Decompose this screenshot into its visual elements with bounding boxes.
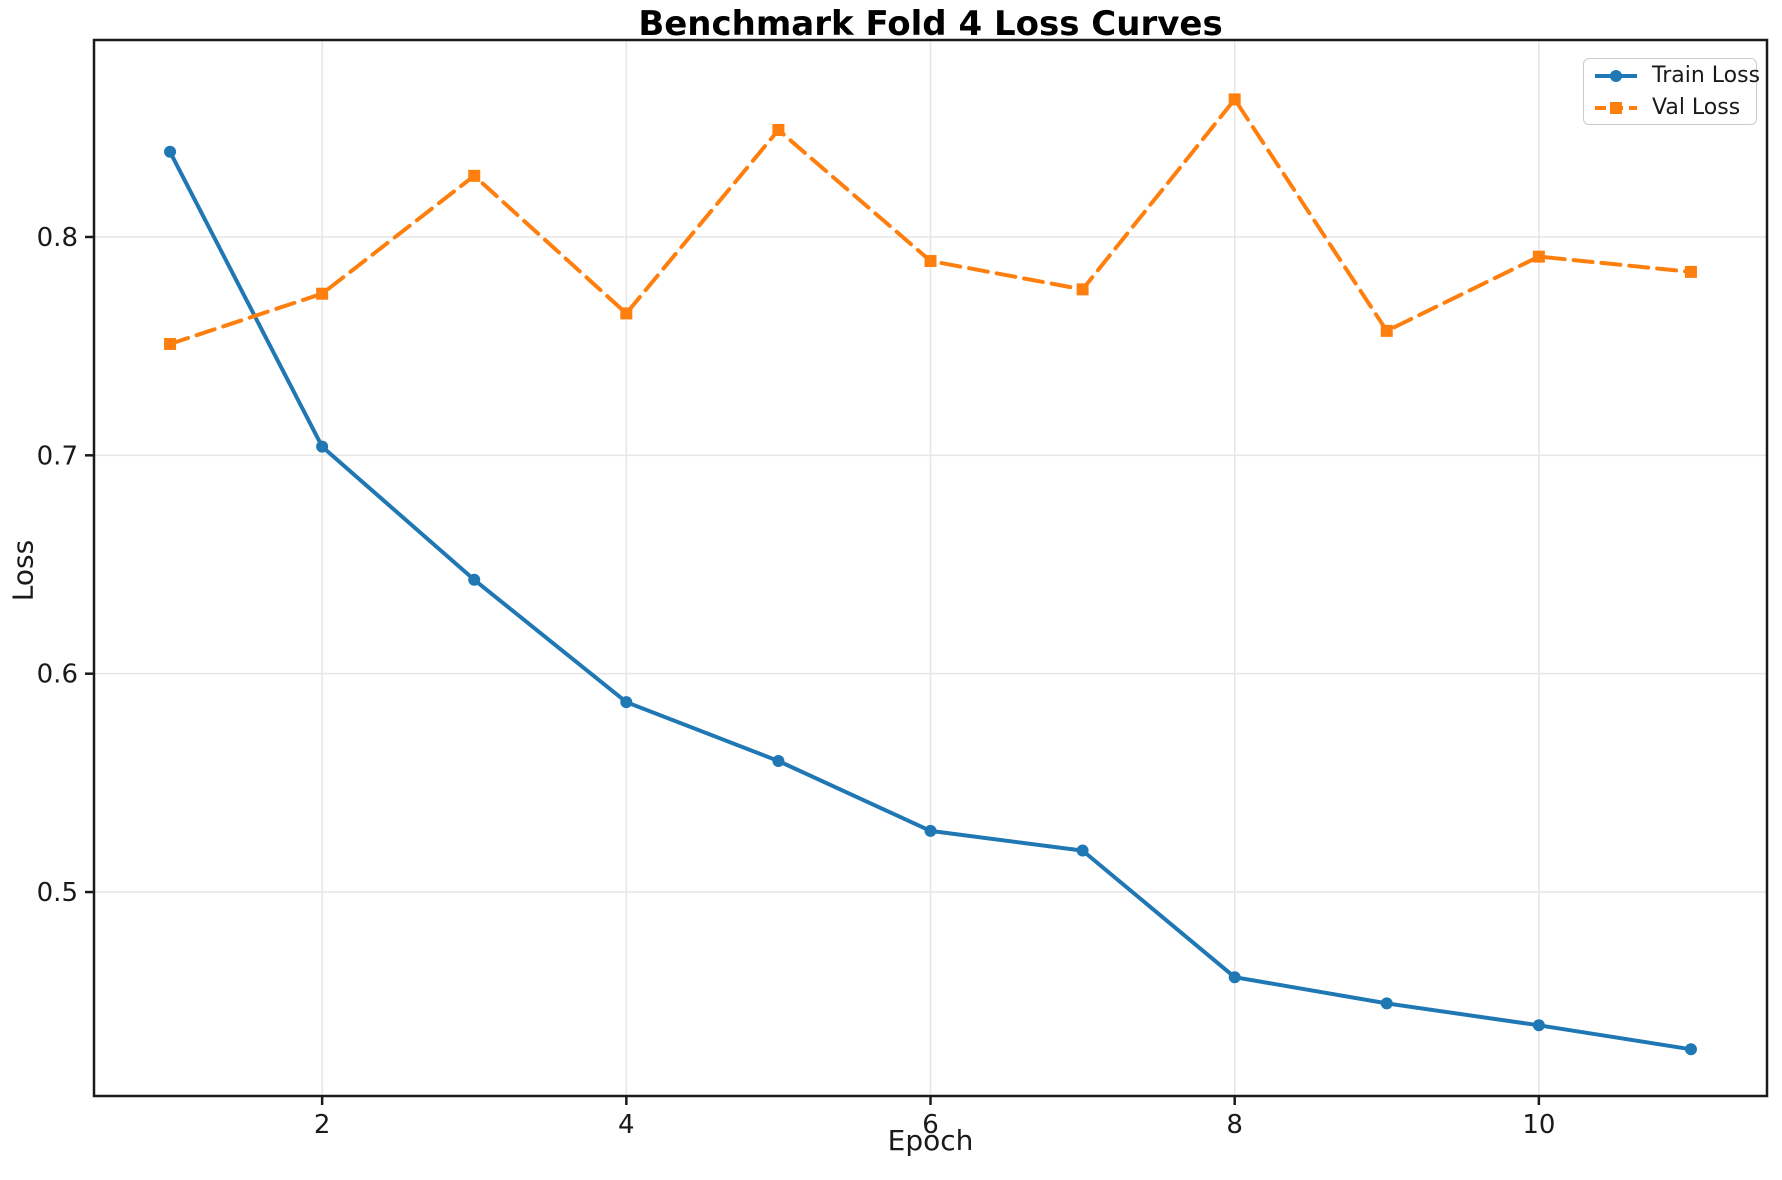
x-tick-label: 2 <box>314 1110 331 1140</box>
x-tick-label: 8 <box>1226 1110 1243 1140</box>
train-loss-marker <box>620 696 633 709</box>
val-loss-marker <box>1076 283 1089 296</box>
legend: Train Loss Val Loss <box>1583 58 1760 125</box>
y-tick-label: 0.5 <box>37 878 78 908</box>
val-loss-marker <box>1532 250 1545 263</box>
train-loss-marker <box>924 824 937 837</box>
val-loss-marker <box>924 254 937 267</box>
chart-title: Benchmark Fold 4 Loss Curves <box>638 4 1223 44</box>
val-loss-marker <box>1380 324 1393 337</box>
val-loss-marker <box>164 337 177 350</box>
train-loss-marker <box>1076 844 1089 857</box>
val-loss-marker <box>1684 265 1697 278</box>
val-loss-legend-sample-icon <box>1595 101 1637 114</box>
y-tick-label: 0.7 <box>37 441 78 471</box>
legend-label-train-loss: Train Loss <box>1652 63 1761 88</box>
train-loss-marker <box>1380 997 1393 1010</box>
val-loss-legend-marker <box>1610 101 1622 114</box>
plot-border <box>92 38 1769 1098</box>
train-loss-marker <box>1228 971 1241 984</box>
train-loss-marker <box>1532 1019 1545 1032</box>
train-loss-marker <box>1684 1043 1697 1056</box>
val-loss-marker <box>620 307 633 320</box>
y-axis-label: Loss <box>6 539 40 602</box>
val-loss-marker <box>316 287 329 300</box>
x-tick-label: 10 <box>1522 1110 1555 1140</box>
val-loss-marker <box>1228 93 1241 106</box>
legend-item-train-loss: Train Loss <box>1584 62 1760 90</box>
y-tick-label: 0.6 <box>37 660 78 690</box>
train-loss-marker <box>468 573 481 586</box>
train-loss-marker <box>164 145 177 158</box>
x-axis-label: Epoch <box>887 1124 974 1157</box>
train-loss-marker <box>772 755 785 768</box>
legend-item-val-loss: Val Loss <box>1584 94 1756 122</box>
x-tick-label: 6 <box>922 1110 939 1140</box>
train-loss-legend-marker <box>1610 69 1622 82</box>
val-loss-marker <box>772 123 785 136</box>
val-loss-marker <box>468 169 481 182</box>
x-tick-label: 4 <box>618 1110 635 1140</box>
y-tick-label: 0.8 <box>37 223 78 253</box>
train-loss-legend-sample-icon <box>1595 69 1637 82</box>
train-loss-marker <box>316 440 329 453</box>
legend-label-val-loss: Val Loss <box>1652 95 1741 120</box>
